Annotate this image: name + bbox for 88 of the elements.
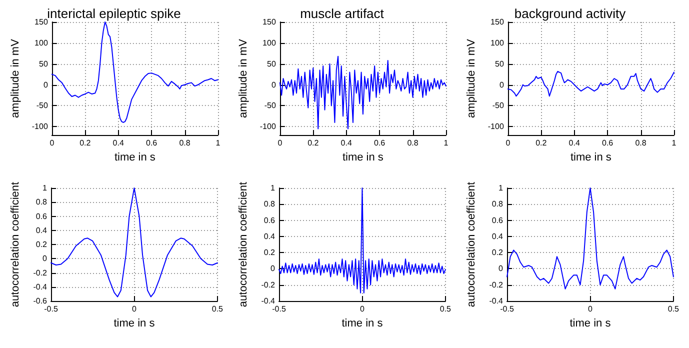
y-tick-label: 100 (34, 38, 48, 48)
x-axis-title: time in s (570, 317, 612, 330)
x-tick-label: 0.2 (308, 138, 320, 148)
y-tick-label: -0.6 (33, 296, 48, 306)
y-tick-label: 0 (498, 264, 504, 274)
y-axis-title: autocorrelation coefficient (466, 182, 478, 308)
y-tick-label: 150 (34, 18, 48, 26)
y-tick-label: -50 (264, 101, 276, 110)
y-tick-label: 0 (43, 80, 48, 90)
y-tick-label: 0 (271, 80, 276, 90)
y-tick-label: 150 (490, 18, 504, 26)
x-tick-label: 0.2 (80, 138, 92, 148)
y-tick-label: 100 (262, 38, 276, 48)
x-axis-title: time in s (114, 151, 156, 164)
x-tick-label: 0 (506, 138, 511, 148)
line-series (507, 70, 674, 97)
y-tick-label: 50 (39, 59, 48, 68)
y-tick-label: 0.2 (492, 248, 504, 258)
y-tick-label: 150 (262, 18, 276, 26)
x-tick-label: 0.5 (440, 304, 452, 314)
x-tick-label: 0 (50, 138, 55, 148)
y-tick-label: -0.2 (33, 268, 48, 278)
line-series (279, 56, 446, 130)
x-tick-label: -0.5 (500, 304, 514, 314)
x-tick-label: 1 (672, 138, 677, 148)
x-tick-label: 0.2 (536, 138, 548, 148)
y-tick-label: -100 (260, 122, 276, 132)
y-tick-label: 0.6 (36, 212, 48, 221)
y-axis-title: amplitude in mV (10, 38, 22, 118)
x-tick-label: 1 (216, 138, 221, 148)
y-axis-title: autocorrelation coefficient (238, 182, 250, 308)
y-axis-title: amplitude in mV (238, 38, 250, 118)
chart-title: background activity (514, 6, 626, 21)
x-tick-label: 0.4 (112, 138, 124, 148)
x-tick-label: -0.5 (44, 304, 58, 314)
y-tick-label: 0.8 (36, 198, 48, 207)
x-axis-title: time in s (342, 151, 384, 164)
y-tick-label: 1 (498, 184, 504, 192)
x-tick-label: 0.5 (212, 304, 224, 314)
x-tick-label: 0.6 (374, 138, 386, 148)
y-tick-label: -100 (488, 122, 504, 132)
chart-title: interictal epileptic spike (47, 6, 181, 21)
x-tick-label: 0 (588, 304, 593, 314)
chart-title: muscle artifact (300, 6, 384, 21)
y-tick-label: 0.6 (492, 216, 504, 225)
y-tick-label: 0 (270, 264, 276, 274)
x-axis-title: time in s (342, 317, 384, 330)
x-tick-label: 0.4 (568, 138, 580, 148)
x-axis-title: time in s (570, 151, 612, 164)
y-axis-title: autocorrelation coefficient (10, 182, 22, 308)
y-tick-label: 0.4 (36, 226, 48, 235)
y-tick-label: -50 (492, 101, 504, 110)
x-tick-label: 0.6 (146, 138, 158, 148)
y-tick-label: 50 (495, 59, 504, 68)
line-series (50, 188, 218, 298)
x-tick-label: 0.4 (340, 138, 352, 148)
y-tick-label: -0.4 (489, 296, 504, 306)
y-tick-label: 0.8 (492, 200, 504, 209)
x-tick-label: 0.8 (635, 138, 647, 148)
y-tick-label: 0.4 (492, 232, 504, 241)
y-tick-label: -50 (36, 101, 48, 110)
x-tick-label: 0.8 (179, 138, 191, 148)
y-tick-label: 0.4 (264, 232, 276, 241)
y-tick-label: 0 (499, 80, 504, 90)
x-tick-label: -0.5 (272, 304, 286, 314)
y-tick-label: 1 (42, 184, 48, 192)
y-tick-label: 0.2 (36, 240, 48, 249)
x-axis-title: time in s (114, 317, 156, 330)
y-tick-label: -0.2 (489, 280, 504, 290)
y-tick-label: 0.8 (264, 200, 276, 209)
y-tick-label: 50 (267, 59, 276, 68)
y-tick-label: -0.2 (261, 280, 276, 290)
y-tick-label: -0.4 (261, 296, 276, 306)
x-tick-label: 0 (278, 138, 283, 148)
x-tick-label: 0.5 (668, 304, 680, 314)
y-tick-label: -0.4 (33, 282, 48, 292)
x-tick-label: 0.8 (407, 138, 419, 148)
y-tick-label: 100 (490, 38, 504, 48)
y-tick-label: -100 (32, 122, 48, 132)
y-tick-label: 0.2 (264, 248, 276, 258)
y-tick-label: 0.6 (264, 216, 276, 225)
x-tick-label: 1 (444, 138, 449, 148)
y-tick-label: 0 (42, 254, 48, 264)
x-tick-label: 0.6 (602, 138, 614, 148)
x-tick-label: 0 (360, 304, 365, 314)
y-axis-title: amplitude in mV (466, 38, 478, 118)
y-tick-label: 1 (270, 184, 276, 192)
x-tick-label: 0 (132, 304, 137, 314)
